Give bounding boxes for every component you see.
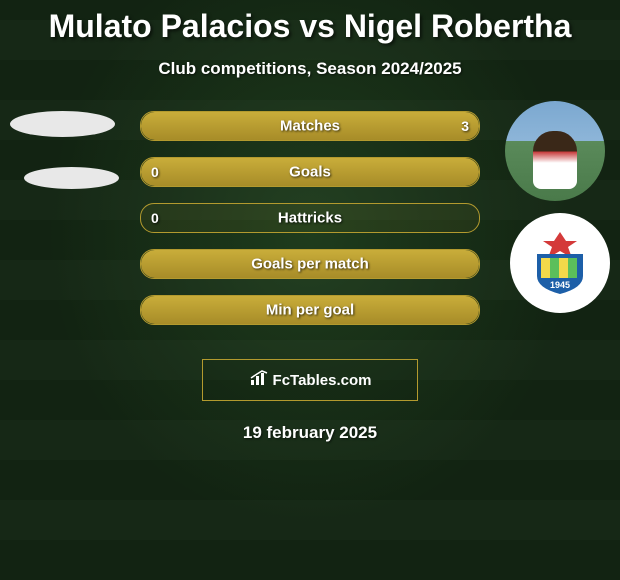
- bar-fill: [141, 250, 479, 278]
- stat-bars: Matches3Goals0Hattricks0Goals per matchM…: [140, 111, 480, 341]
- left-player-avatar-area: [10, 111, 130, 189]
- bar-fill: [141, 158, 479, 186]
- stats-area: Matches3Goals0Hattricks0Goals per matchM…: [0, 111, 620, 341]
- stat-bar-row: Hattricks0: [140, 203, 480, 233]
- stat-label: Hattricks: [141, 210, 479, 227]
- bar-fill: [141, 296, 479, 324]
- spartak-badge-icon: 1945: [533, 232, 587, 294]
- watermark-text: FcTables.com: [273, 372, 372, 389]
- footer-date: 19 february 2025: [0, 423, 620, 443]
- svg-text:1945: 1945: [550, 280, 570, 290]
- bar-fill: [141, 112, 479, 140]
- right-club-badge: 1945: [510, 213, 610, 313]
- right-player-avatar-area: 1945: [490, 101, 620, 313]
- stat-left-value: 0: [151, 210, 159, 226]
- watermark-box: FcTables.com: [202, 359, 418, 401]
- stat-left-value: 0: [151, 164, 159, 180]
- stat-bar-row: Matches3: [140, 111, 480, 141]
- left-player-avatar-placeholder: [10, 111, 115, 137]
- stat-bar-row: Goals0: [140, 157, 480, 187]
- left-club-badge-placeholder: [24, 167, 119, 189]
- comparison-subtitle: Club competitions, Season 2024/2025: [0, 59, 620, 79]
- right-player-avatar: [505, 101, 605, 201]
- stat-bar-row: Goals per match: [140, 249, 480, 279]
- stat-right-value: 3: [461, 118, 469, 134]
- comparison-title: Mulato Palacios vs Nigel Robertha: [0, 0, 620, 45]
- chart-icon: [249, 370, 269, 390]
- stat-bar-row: Min per goal: [140, 295, 480, 325]
- watermark: FcTables.com: [249, 370, 372, 390]
